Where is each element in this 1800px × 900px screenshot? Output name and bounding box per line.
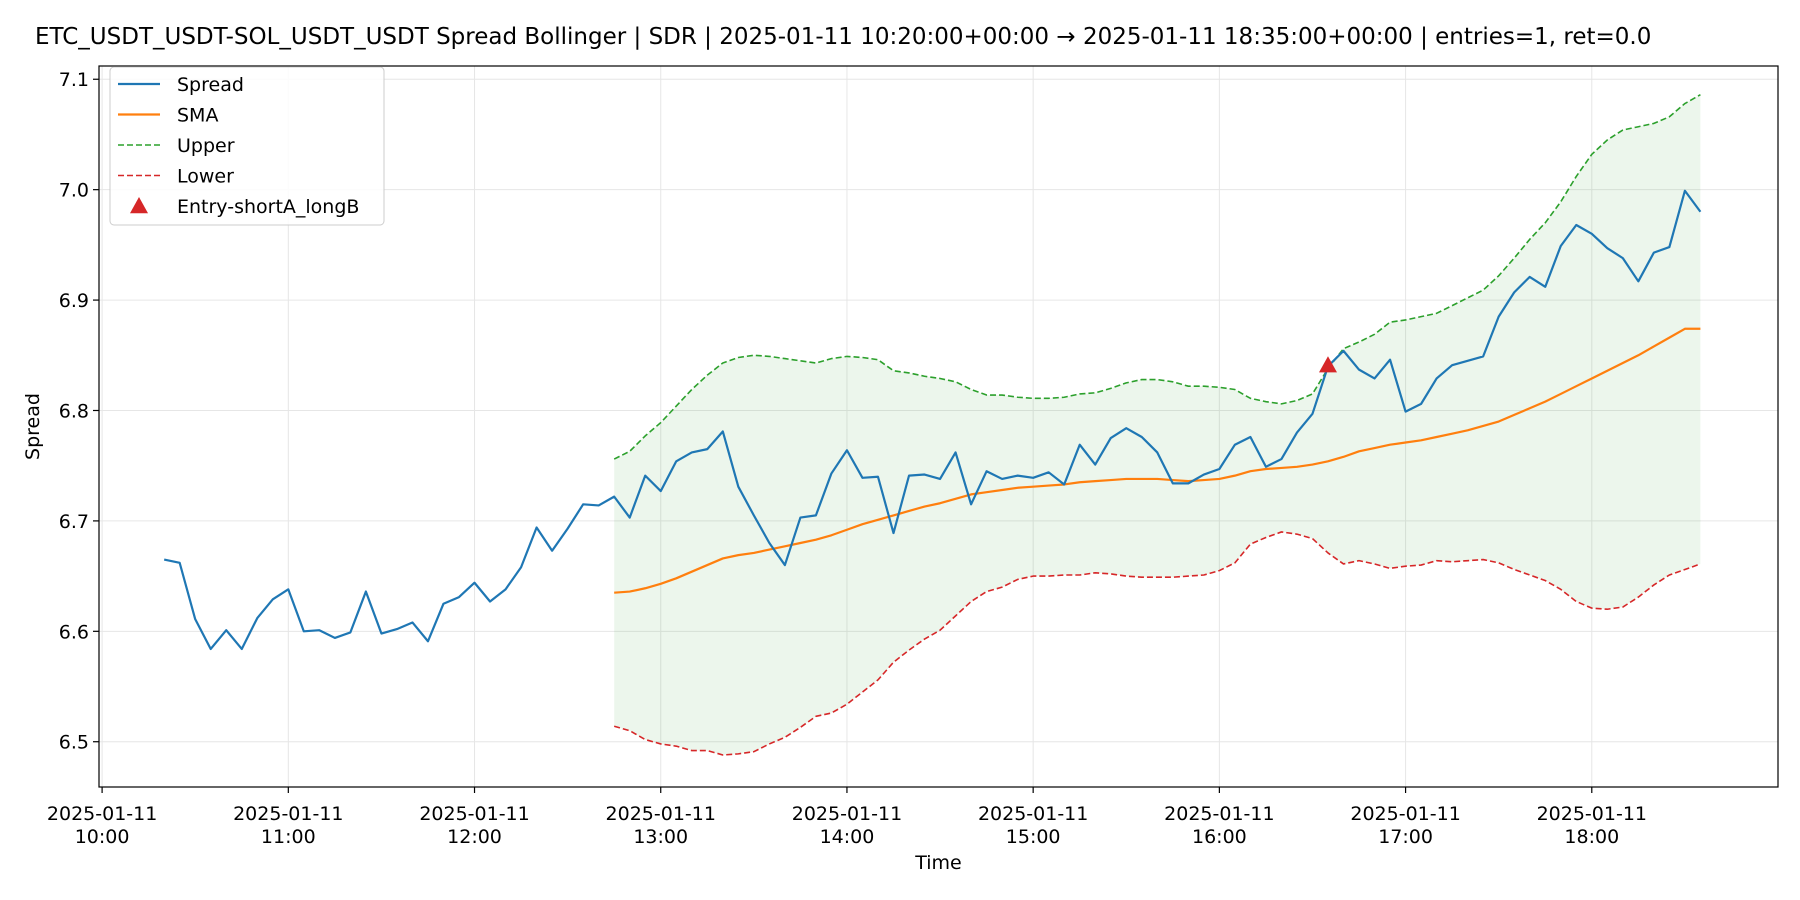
x-tick-label-date: 2025-01-11 [233, 803, 343, 825]
x-tick-label-date: 2025-01-11 [1350, 803, 1460, 825]
x-tick-label-time: 16:00 [1192, 826, 1247, 848]
x-tick-label-time: 10:00 [75, 826, 130, 848]
entry-marker-triangle [1318, 356, 1337, 373]
x-tick-label-time: 12:00 [447, 826, 502, 848]
y-tick-label: 7.1 [59, 69, 89, 91]
series-line-spread [163, 189, 1702, 651]
legend-label: Entry-shortA_longB [177, 196, 359, 218]
legend: Spread SMA Upper Lower Entry-shortA_longB [109, 66, 385, 226]
y-axis-label: Spread [22, 393, 44, 460]
legend-label: SMA [177, 105, 218, 127]
series-lines [163, 94, 1702, 756]
x-tick-label-date: 2025-01-11 [1537, 803, 1647, 825]
x-tick-label-time: 14:00 [820, 826, 875, 848]
plot-frame [98, 65, 1779, 788]
y-tick-label: 6.8 [59, 400, 89, 422]
legend-label: Lower [177, 166, 234, 188]
x-axis-label: Time [914, 852, 962, 874]
band-area [614, 94, 1701, 755]
series-line-sma [614, 327, 1701, 594]
x-axis-ticks: 2025-01-1110:002025-01-1111:002025-01-11… [47, 787, 1647, 848]
x-tick-label-date: 2025-01-11 [792, 803, 902, 825]
x-tick-label-date: 2025-01-11 [419, 803, 529, 825]
legend-box [109, 66, 385, 226]
x-tick-label-time: 13:00 [633, 826, 688, 848]
x-tick-label-date: 2025-01-11 [606, 803, 716, 825]
y-tick-label: 6.5 [59, 732, 89, 754]
x-tick-label-time: 17:00 [1378, 826, 1433, 848]
legend-swatch-entry [130, 197, 148, 214]
legend-label: Spread [177, 74, 244, 96]
x-tick-label-date: 2025-01-11 [978, 803, 1088, 825]
x-tick-label-date: 2025-01-11 [1164, 803, 1274, 825]
y-tick-label: 6.6 [59, 621, 89, 643]
entry-markers [1318, 356, 1337, 373]
x-tick-label-time: 18:00 [1564, 826, 1619, 848]
series-line-lower [613, 531, 1701, 756]
y-tick-label: 7.0 [59, 180, 89, 202]
series-line-upper [613, 94, 1701, 460]
bollinger-band-fill [614, 94, 1701, 755]
chart-title: ETC_USDT_USDT-SOL_USDT_USDT Spread Bolli… [35, 24, 1651, 50]
x-tick-label-time: 11:00 [261, 826, 316, 848]
x-tick-label-time: 15:00 [1006, 826, 1061, 848]
y-tick-label: 6.7 [59, 511, 89, 533]
y-tick-label: 6.9 [59, 290, 89, 312]
legend-label: Upper [177, 135, 235, 157]
y-axis-ticks: 6.5 6.6 6.7 6.8 6.9 7.0 7.1 [59, 69, 99, 754]
x-tick-label-date: 2025-01-11 [47, 803, 157, 825]
